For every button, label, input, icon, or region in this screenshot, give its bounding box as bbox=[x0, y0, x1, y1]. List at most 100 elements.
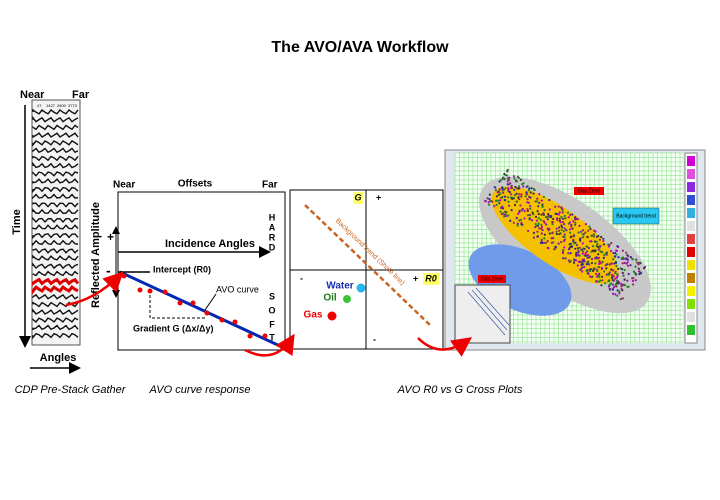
scatter-dot bbox=[520, 193, 523, 196]
oil-dot bbox=[343, 295, 351, 303]
scatter-dot bbox=[546, 240, 549, 243]
scatter-dot bbox=[528, 187, 531, 190]
flow-arrow bbox=[244, 333, 295, 357]
scatter-dot bbox=[552, 217, 555, 221]
scatter-dot bbox=[584, 231, 587, 234]
scatter-dot bbox=[610, 274, 614, 277]
scatter-dot bbox=[617, 267, 620, 270]
scatter-dot bbox=[597, 253, 600, 256]
scatter-dot bbox=[580, 248, 583, 251]
wiggle-trace bbox=[32, 270, 79, 277]
scatter-dot bbox=[568, 247, 571, 250]
soft-letter: S bbox=[269, 291, 275, 301]
scatter-dot bbox=[498, 180, 501, 183]
wiggle-trace bbox=[32, 193, 79, 200]
wiggle-trace bbox=[32, 140, 79, 147]
scatter-dot bbox=[495, 195, 498, 198]
scatter-dot bbox=[572, 238, 575, 241]
scatter-dot bbox=[586, 256, 589, 259]
scatter-dot bbox=[513, 188, 516, 191]
scatter-dot bbox=[561, 221, 565, 224]
scatter-dot bbox=[604, 282, 607, 285]
wiggle-trace bbox=[32, 186, 79, 194]
scatter-dot bbox=[598, 246, 601, 249]
scatter-dot bbox=[598, 276, 601, 279]
scatter-dot bbox=[507, 200, 510, 203]
scatter-dot bbox=[582, 250, 585, 253]
scatter-dot bbox=[542, 195, 546, 198]
scatter-dot bbox=[580, 230, 583, 233]
scatter-dot bbox=[519, 204, 522, 207]
scatter-dot bbox=[595, 275, 599, 278]
scatter-dot bbox=[552, 237, 555, 240]
scatter-dot bbox=[494, 188, 497, 192]
scatter-dot bbox=[570, 223, 573, 226]
scatter-dot bbox=[539, 218, 543, 221]
scatter-dot bbox=[538, 193, 541, 196]
scatter-dot bbox=[605, 267, 608, 270]
scatter-dot bbox=[510, 209, 513, 212]
scatter-dot bbox=[557, 213, 561, 216]
scatter-dot bbox=[548, 232, 551, 235]
curve-box bbox=[117, 191, 286, 351]
scatter-dot bbox=[508, 219, 512, 222]
gas-dot bbox=[327, 311, 337, 321]
flow-arrow bbox=[417, 337, 473, 357]
scatter-dot bbox=[564, 217, 567, 220]
scatter-dot bbox=[546, 227, 549, 230]
scatter-dot bbox=[610, 249, 613, 253]
scatter-dot bbox=[569, 228, 572, 231]
scatter-dot bbox=[506, 183, 509, 186]
zone-box bbox=[574, 187, 604, 195]
scatter-dot bbox=[601, 251, 604, 254]
scatter-dot bbox=[510, 186, 513, 189]
scatter-dot bbox=[614, 261, 618, 264]
scatter-dot bbox=[561, 226, 564, 229]
scatter-dot bbox=[528, 217, 532, 221]
zone-box bbox=[478, 275, 506, 283]
scatter-dot bbox=[545, 241, 548, 244]
scatter-dot bbox=[503, 178, 506, 181]
scatter-dot bbox=[557, 205, 560, 208]
offsets-label: Offsets bbox=[178, 179, 213, 190]
scatter-dot bbox=[572, 220, 575, 223]
scatter-dot bbox=[535, 224, 538, 228]
hard-letter: R bbox=[269, 232, 276, 242]
scatter-dot bbox=[583, 260, 586, 263]
scatter-dot bbox=[530, 187, 533, 190]
scatter-dot bbox=[542, 220, 545, 223]
scatter-dot bbox=[638, 272, 641, 276]
scatter-dot bbox=[507, 196, 510, 199]
scatter-dot bbox=[607, 243, 610, 246]
wiggle-trace bbox=[32, 115, 79, 123]
scatter-dot bbox=[616, 273, 619, 276]
scatter-dot bbox=[563, 227, 566, 230]
scatter-dot bbox=[540, 225, 544, 228]
scatter-dot bbox=[527, 201, 530, 204]
scale-swatch bbox=[687, 208, 695, 218]
scatter-dot bbox=[515, 216, 518, 220]
scatter-dot bbox=[629, 264, 632, 267]
wiggle-trace bbox=[32, 224, 79, 230]
yellow-cloud bbox=[491, 186, 619, 284]
scatter-dot bbox=[615, 264, 618, 268]
scatter-dot bbox=[528, 195, 531, 198]
scatter-dot bbox=[540, 238, 543, 241]
scatter-dot bbox=[639, 271, 642, 274]
hard-letter: H bbox=[269, 212, 276, 222]
scatter-dot bbox=[574, 223, 577, 226]
hard-letter: D bbox=[269, 242, 276, 252]
scatter-dot bbox=[567, 252, 570, 255]
scatter-dot bbox=[548, 208, 551, 211]
scatter-dot bbox=[504, 173, 507, 177]
scatter-dot bbox=[526, 193, 529, 196]
scatter-dot bbox=[534, 222, 537, 226]
scatter-dot bbox=[508, 191, 511, 194]
scatter-dot bbox=[572, 235, 575, 238]
scatter-dot bbox=[591, 269, 595, 272]
wiggle-trace bbox=[32, 208, 79, 215]
scatter-dot bbox=[621, 249, 625, 252]
x-axis-label: Incidence Angles bbox=[165, 238, 255, 250]
scatter-dot bbox=[534, 200, 537, 203]
scatter-dot bbox=[634, 265, 637, 268]
